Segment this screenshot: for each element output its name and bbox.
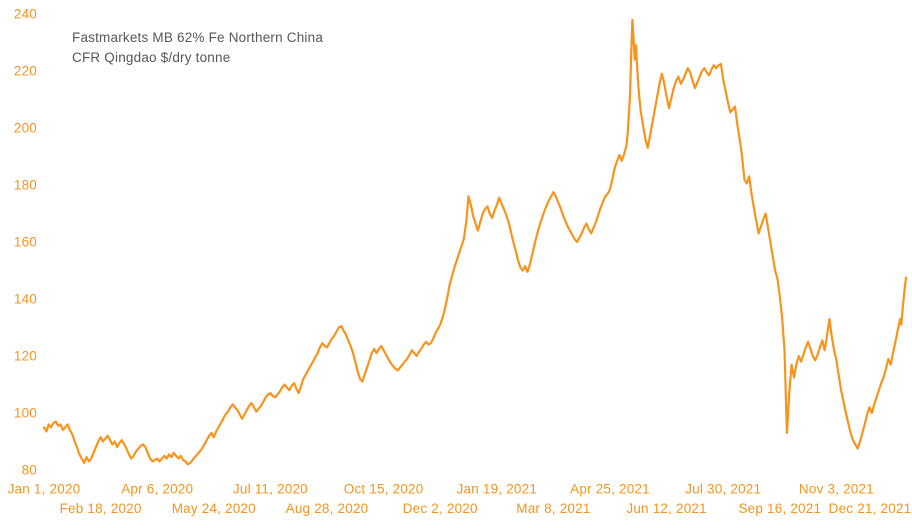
x-axis-tick-label: Apr 6, 2020 — [121, 482, 193, 497]
y-axis-tick-label: 120 — [14, 349, 37, 364]
x-axis-tick-label: Oct 15, 2020 — [344, 482, 424, 497]
chart-annotation-line-1: Fastmarkets MB 62% Fe Northern China — [72, 30, 324, 45]
x-axis-tick-label: Dec 2, 2020 — [403, 501, 478, 516]
x-axis-tick-label: Feb 18, 2020 — [60, 501, 142, 516]
x-axis-tick-label: Jan 19, 2021 — [457, 482, 537, 497]
chart-annotation-line-2: CFR Qingdao $/dry tonne — [72, 49, 231, 65]
y-axis-tick-label: 240 — [14, 7, 37, 22]
chart-annotation: Fastmarkets MB 62% Fe Northern China CFR… — [72, 28, 323, 67]
y-axis-tick-label: 180 — [14, 178, 37, 193]
y-axis-tick-label: 220 — [14, 64, 37, 79]
x-axis-tick-label: Sep 16, 2021 — [738, 501, 821, 516]
x-axis-tick-label: Dec 21, 2021 — [829, 501, 912, 516]
x-axis-tick-label: Jul 11, 2020 — [233, 482, 308, 497]
x-axis-tick-label: Mar 8, 2021 — [516, 501, 590, 516]
x-axis-tick-label: Jul 30, 2021 — [685, 482, 761, 497]
y-axis-tick-label: 160 — [14, 235, 37, 250]
y-axis-tick-label: 200 — [14, 121, 37, 136]
y-axis-tick-label: 100 — [14, 406, 37, 421]
price-line-series — [42, 18, 908, 466]
x-axis-tick-label: Aug 28, 2020 — [286, 501, 369, 516]
y-axis-tick-label: 140 — [14, 292, 37, 307]
x-axis-tick-label: Jun 12, 2021 — [626, 501, 706, 516]
x-axis-tick-label: Jan 1, 2020 — [8, 482, 81, 497]
y-axis-tick-label: 80 — [22, 463, 37, 478]
x-axis-tick-label: Apr 25, 2021 — [570, 482, 650, 497]
x-axis-tick-label: Nov 3, 2021 — [799, 482, 874, 497]
x-axis-tick-label: May 24, 2020 — [172, 501, 256, 516]
